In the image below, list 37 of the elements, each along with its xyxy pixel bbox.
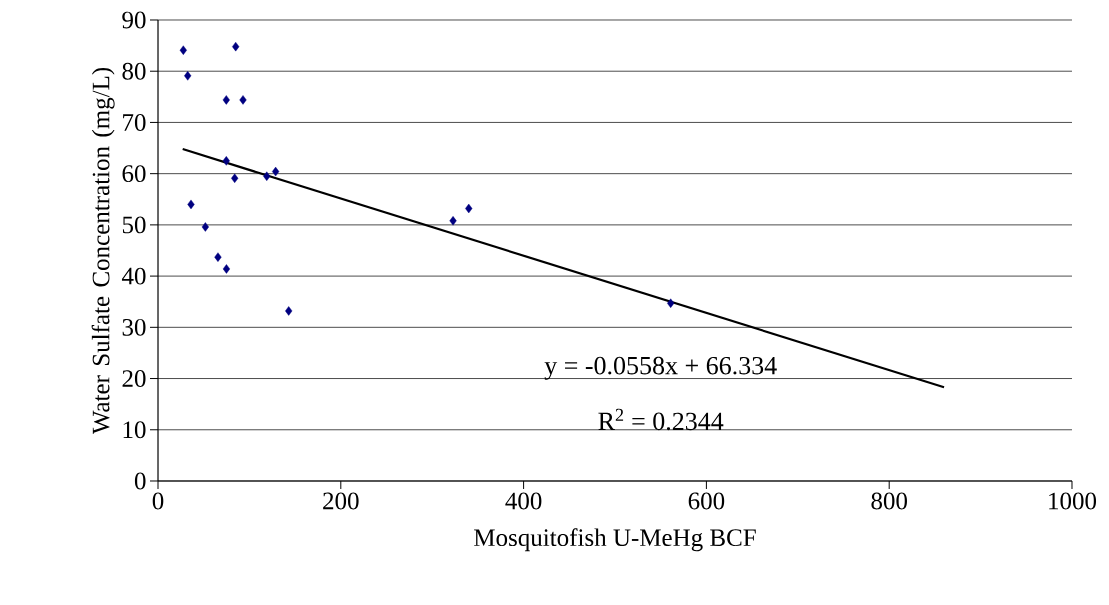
y-tick-label: 10 xyxy=(123,421,146,439)
point xyxy=(201,222,209,232)
point xyxy=(222,95,230,105)
point xyxy=(667,298,675,308)
x-tick-label: 0 xyxy=(152,492,164,510)
x-tick-label: 200 xyxy=(323,492,359,510)
point xyxy=(184,71,192,81)
x-tick-label: 800 xyxy=(871,492,907,510)
y-axis-title: Water Sulfate Concentration (mg/L) xyxy=(91,67,115,435)
y-tick-label: 0 xyxy=(134,472,146,490)
point xyxy=(214,252,222,262)
y-tick-label: 60 xyxy=(122,165,146,183)
point xyxy=(222,156,230,166)
point xyxy=(285,306,293,316)
y-tick-label: 70 xyxy=(123,114,146,131)
point xyxy=(231,173,239,183)
point xyxy=(449,216,457,226)
y-tick-label: 20 xyxy=(122,370,146,387)
annotation: R$^{2}$ = 0.2344 xyxy=(598,408,724,431)
y-tick-label: 40 xyxy=(121,267,146,285)
y-tick-label: 30 xyxy=(122,318,146,336)
y-tick-label: 80 xyxy=(122,62,146,80)
point xyxy=(272,166,280,177)
annotation: y = -0.0558x + 66.334 xyxy=(544,356,777,380)
point xyxy=(187,199,195,210)
y-tick-label: 50 xyxy=(122,216,146,234)
point xyxy=(179,45,187,55)
point xyxy=(222,264,231,274)
point xyxy=(263,171,271,181)
point xyxy=(465,203,473,214)
x-tick-label: 600 xyxy=(688,492,725,510)
point xyxy=(239,95,247,105)
x-axis-title: Mosquitofish U-MeHg BCF xyxy=(474,528,756,552)
point xyxy=(232,41,240,52)
x-tick-label: 1000 xyxy=(1049,492,1097,510)
x-tick-label: 400 xyxy=(505,492,542,510)
y-tick-label: 90 xyxy=(122,11,146,29)
